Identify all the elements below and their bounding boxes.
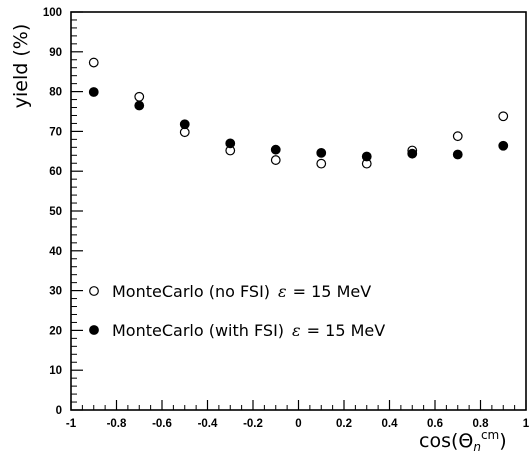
x-tick-label: -0.6: [152, 418, 172, 430]
data-points: [88, 57, 509, 169]
y-tick-label: 0: [56, 405, 62, 417]
x-tick-label: 0.8: [473, 418, 490, 430]
legend: MonteCarlo (no FSI) ε = 15 MeV MonteCarlo …: [89, 282, 385, 340]
data-point-with-fsi: [225, 138, 236, 149]
legend-label-no-fsi: MonteCarlo (no FSI) ε = 15 MeV: [112, 282, 371, 301]
data-point-no-fsi: [270, 155, 281, 165]
plot-frame: [70, 11, 527, 411]
data-point-with-fsi: [407, 148, 418, 159]
data-point-no-fsi: [179, 127, 190, 138]
legend-marker-filled: [89, 325, 99, 335]
x-tick-label: -0.2: [243, 418, 263, 430]
x-axis-title: cos(Θncm): [419, 428, 507, 454]
data-point-with-fsi: [498, 140, 509, 151]
y-tick-label: 60: [49, 166, 62, 178]
legend-series-name-no-fsi: MonteCarlo (no FSI): [112, 282, 270, 301]
x-tick-label: 0.6: [427, 418, 443, 430]
x-axis-title-close: ): [499, 430, 506, 452]
legend-marker-open: [89, 286, 99, 296]
x-tick-label: 0.4: [382, 418, 399, 430]
x-axis: -1 -0.8 -0.6 -0.4 -0.2 0 0.2 0.4 0.6 0.8 1: [66, 400, 530, 430]
y-tick-label: 30: [49, 286, 62, 298]
x-tick-label: -1: [66, 418, 77, 430]
y-axis-title: yield (%): [10, 24, 32, 108]
data-point-no-fsi: [452, 131, 463, 142]
y-axis: 0 10 20 30 40 50 60 70 80 90 100: [43, 7, 83, 417]
legend-epsilon-no-fsi: ε: [278, 282, 287, 301]
y-tick-label: 20: [49, 325, 62, 337]
x-tick-label: 1: [523, 418, 530, 430]
data-point-with-fsi: [134, 100, 145, 111]
y-tick-label: 50: [49, 206, 62, 218]
x-axis-title-main: cos(Θ: [419, 430, 473, 452]
data-point-with-fsi: [316, 147, 327, 158]
data-point-with-fsi: [452, 149, 463, 160]
x-axis-title-superscript: cm: [481, 428, 499, 442]
x-tick-label: -0.8: [107, 418, 127, 430]
data-point-with-fsi: [179, 119, 190, 130]
data-point-with-fsi: [270, 144, 281, 155]
x-tick-label: 0.2: [336, 418, 352, 430]
legend-label-with-fsi: MonteCarlo (with FSI) ε = 15 MeV: [112, 321, 385, 340]
y-tick-label: 100: [43, 7, 62, 19]
y-tick-label: 70: [49, 126, 62, 138]
legend-epsilon-with-fsi: ε: [292, 321, 301, 340]
legend-series-name-with-fsi: MonteCarlo (with FSI): [112, 321, 284, 340]
data-point-with-fsi: [88, 87, 99, 97]
x-tick-label: 0: [295, 418, 301, 430]
x-tick-label: -0.4: [198, 418, 218, 430]
y-tick-label: 10: [49, 365, 62, 377]
data-point-no-fsi: [316, 158, 327, 169]
y-tick-label: 80: [49, 87, 62, 99]
data-point-no-fsi: [88, 57, 99, 68]
y-tick-label: 40: [49, 246, 62, 258]
y-tick-label: 90: [49, 47, 62, 59]
legend-value-no-fsi: = 15 MeV: [293, 282, 372, 301]
data-point-with-fsi: [361, 151, 372, 162]
legend-value-with-fsi: = 15 MeV: [307, 321, 386, 340]
x-axis-title-subscript: n: [473, 440, 481, 454]
data-point-no-fsi: [498, 111, 509, 122]
data-point-no-fsi: [134, 91, 145, 102]
